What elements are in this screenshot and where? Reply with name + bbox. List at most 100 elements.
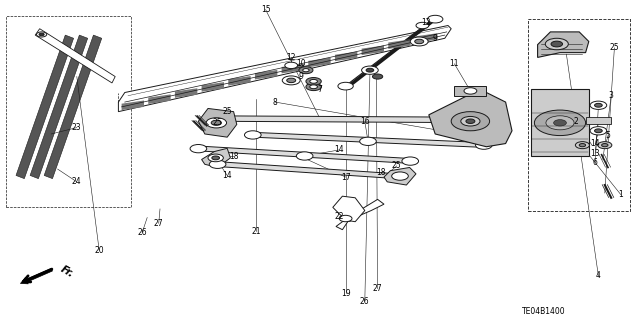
Circle shape: [595, 103, 602, 107]
Polygon shape: [282, 64, 304, 73]
Text: 24: 24: [72, 177, 82, 186]
Circle shape: [310, 79, 317, 83]
Circle shape: [303, 69, 309, 72]
Polygon shape: [531, 89, 589, 156]
Circle shape: [299, 67, 313, 74]
Circle shape: [402, 157, 419, 165]
Text: 8: 8: [273, 98, 278, 107]
Circle shape: [476, 141, 492, 149]
Polygon shape: [202, 148, 230, 167]
Text: 27: 27: [372, 284, 383, 293]
Circle shape: [598, 142, 612, 149]
Circle shape: [282, 76, 300, 85]
Text: 23: 23: [72, 123, 82, 132]
Text: 17: 17: [340, 173, 351, 182]
Text: 25: 25: [392, 161, 402, 170]
Circle shape: [306, 78, 321, 85]
Polygon shape: [16, 35, 74, 179]
Circle shape: [415, 39, 424, 44]
Polygon shape: [35, 29, 115, 83]
Text: 26: 26: [137, 228, 147, 237]
Text: 18: 18: [376, 168, 385, 177]
Circle shape: [212, 156, 220, 160]
Circle shape: [285, 62, 298, 69]
Circle shape: [338, 82, 353, 90]
Text: 11: 11: [450, 59, 459, 68]
Text: 7: 7: [317, 85, 323, 94]
Text: 14: 14: [222, 171, 232, 180]
Polygon shape: [118, 26, 451, 112]
Text: 16: 16: [360, 117, 370, 126]
Circle shape: [579, 144, 586, 147]
Text: 12: 12: [421, 18, 430, 27]
Circle shape: [208, 154, 223, 162]
Text: 12: 12: [287, 53, 296, 62]
Polygon shape: [175, 88, 197, 98]
Circle shape: [211, 120, 221, 125]
Text: 19: 19: [340, 289, 351, 298]
Circle shape: [306, 83, 321, 91]
Circle shape: [546, 116, 574, 130]
Circle shape: [554, 120, 566, 126]
Text: 1: 1: [618, 190, 623, 199]
Circle shape: [595, 129, 602, 133]
Polygon shape: [202, 82, 224, 92]
Polygon shape: [255, 70, 277, 79]
Circle shape: [209, 160, 226, 168]
Polygon shape: [198, 108, 237, 137]
Text: 14: 14: [334, 145, 344, 154]
Text: TE04B1400: TE04B1400: [522, 307, 566, 315]
Text: 25: 25: [212, 118, 223, 127]
Circle shape: [190, 145, 207, 153]
Polygon shape: [538, 32, 589, 57]
Circle shape: [244, 131, 261, 139]
Circle shape: [590, 101, 607, 109]
Polygon shape: [122, 100, 144, 110]
Text: 9: 9: [298, 72, 303, 81]
Polygon shape: [30, 35, 88, 179]
Polygon shape: [44, 35, 102, 179]
Text: 22: 22: [335, 212, 344, 221]
Text: 26: 26: [360, 297, 370, 306]
Text: 14: 14: [590, 139, 600, 148]
Circle shape: [551, 41, 563, 47]
Circle shape: [360, 137, 376, 145]
Circle shape: [575, 142, 589, 149]
Circle shape: [466, 119, 475, 123]
Polygon shape: [308, 58, 331, 67]
Text: 25: 25: [609, 43, 620, 52]
Text: 2: 2: [573, 117, 579, 126]
Polygon shape: [384, 167, 416, 185]
Polygon shape: [198, 146, 411, 163]
Text: 10: 10: [296, 59, 306, 68]
Text: 4: 4: [596, 271, 601, 280]
Polygon shape: [205, 116, 507, 123]
Polygon shape: [362, 45, 384, 55]
Circle shape: [389, 172, 406, 181]
Polygon shape: [429, 89, 512, 147]
Circle shape: [310, 85, 317, 89]
Bar: [6, 16, 131, 207]
Circle shape: [392, 172, 408, 180]
Circle shape: [464, 88, 477, 94]
Polygon shape: [336, 199, 384, 230]
Circle shape: [416, 22, 429, 29]
Text: 13: 13: [590, 149, 600, 158]
Polygon shape: [218, 162, 398, 179]
Text: 6: 6: [593, 158, 598, 167]
Polygon shape: [335, 52, 357, 61]
Circle shape: [451, 112, 490, 131]
Polygon shape: [228, 76, 251, 85]
Text: 9: 9: [433, 34, 438, 43]
Text: 18: 18: [229, 152, 238, 161]
Text: 3: 3: [609, 91, 614, 100]
Circle shape: [287, 78, 296, 83]
Circle shape: [461, 116, 480, 126]
Circle shape: [296, 152, 313, 160]
Circle shape: [372, 74, 383, 79]
Polygon shape: [253, 132, 484, 147]
Text: 15: 15: [260, 5, 271, 14]
Polygon shape: [586, 117, 611, 124]
Polygon shape: [388, 39, 411, 49]
Circle shape: [534, 110, 586, 136]
